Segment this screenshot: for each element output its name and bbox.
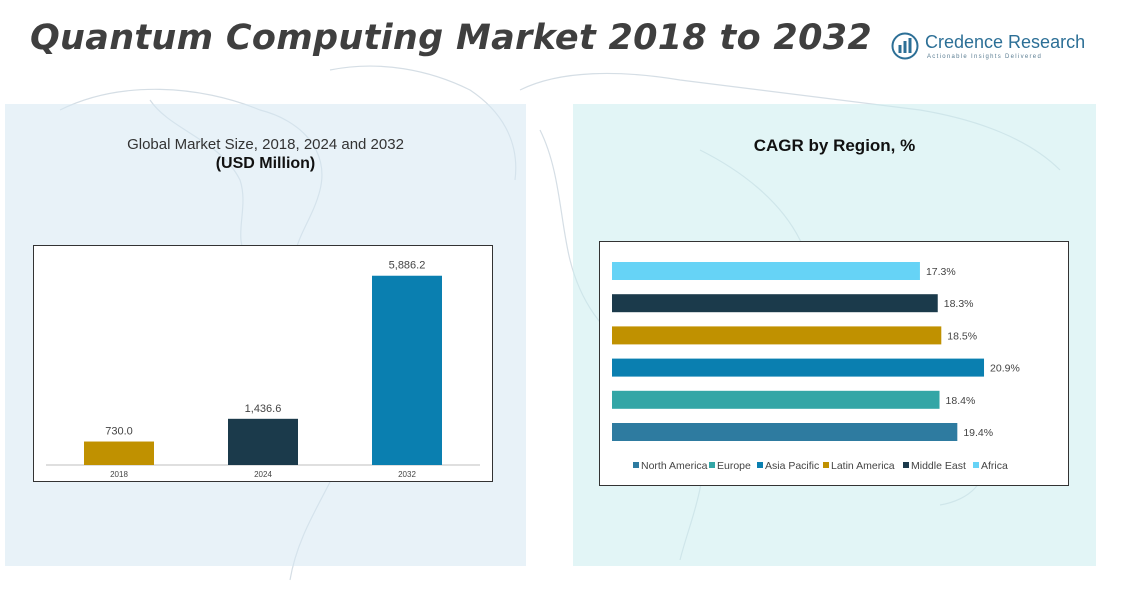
legend-swatch-asia-pacific (757, 462, 763, 468)
legend-swatch-latin-america (823, 462, 829, 468)
data-label-middle-east: 18.3% (944, 298, 974, 310)
bar-europe (612, 390, 940, 409)
legend-swatch-africa (973, 462, 979, 468)
logo-tagline: Actionable Insights Delivered (927, 54, 1043, 60)
data-label-latin-america: 18.5% (947, 330, 977, 342)
tick-label-2032: 2032 (398, 470, 416, 479)
data-label-2024: 1,436.6 (245, 403, 282, 415)
legend-label-middle-east: Middle East (911, 460, 966, 472)
bar-2024 (228, 418, 298, 465)
cagr-panel: CAGR by Region, % 17.3% 18.3% 18.5% 20.9% 18… (573, 104, 1096, 566)
bar-latin-america (612, 326, 942, 345)
brand-logo[interactable]: Credence Research Actionable Insights De… (891, 30, 1085, 66)
data-label-north-america: 19.4% (963, 427, 993, 439)
market-size-panel: Global Market Size, 2018, 2024 and 2032 … (5, 104, 526, 566)
market-size-title: Global Market Size, 2018, 2024 and 2032 (127, 136, 404, 153)
bar-2032 (372, 275, 442, 465)
legend-swatch-europe (709, 462, 715, 468)
legend-label-asia-pacific: Asia Pacific (765, 460, 819, 472)
bar-middle-east (612, 294, 938, 313)
bar-chart-circle-icon (891, 32, 919, 60)
legend-label-latin-america: Latin America (831, 460, 895, 472)
tick-label-2018: 2018 (110, 470, 128, 479)
market-size-unit: (USD Million) (215, 155, 316, 172)
market-size-bar-chart: 730.0 2018 1,436.6 2024 5,886.2 2032 (46, 260, 480, 479)
bar-africa (612, 262, 920, 280)
logo-name: Credence Research (925, 32, 1086, 52)
cagr-bar-chart: 17.3% 18.3% 18.5% 20.9% 18.4% 19.4% North Amer… (612, 262, 1020, 472)
bar-north-america (612, 423, 958, 441)
data-label-2032: 5,886.2 (389, 260, 426, 272)
market-size-chart-frame: 730.0 2018 1,436.6 2024 5,886.2 2032 (33, 245, 493, 482)
data-label-2018: 730.0 (105, 426, 133, 438)
bar-2018 (84, 441, 154, 465)
bar-asia-pacific (612, 358, 985, 377)
page-title: Quantum Computing Market 2018 to 2032 (30, 18, 873, 58)
legend-label-africa: Africa (981, 460, 1008, 472)
legend-label-europe: Europe (717, 460, 751, 472)
legend-swatch-north-america (633, 462, 639, 468)
legend-swatch-middle-east (903, 462, 909, 468)
tick-label-2024: 2024 (254, 470, 272, 479)
data-label-africa: 17.3% (926, 266, 956, 278)
data-label-europe: 18.4% (946, 395, 976, 407)
data-label-asia-pacific: 20.9% (990, 363, 1020, 375)
legend-label-north-america: North America (641, 460, 708, 472)
cagr-chart-frame: 17.3% 18.3% 18.5% 20.9% 18.4% 19.4% North Amer… (599, 241, 1069, 486)
cagr-title: CAGR by Region, % (753, 136, 916, 155)
